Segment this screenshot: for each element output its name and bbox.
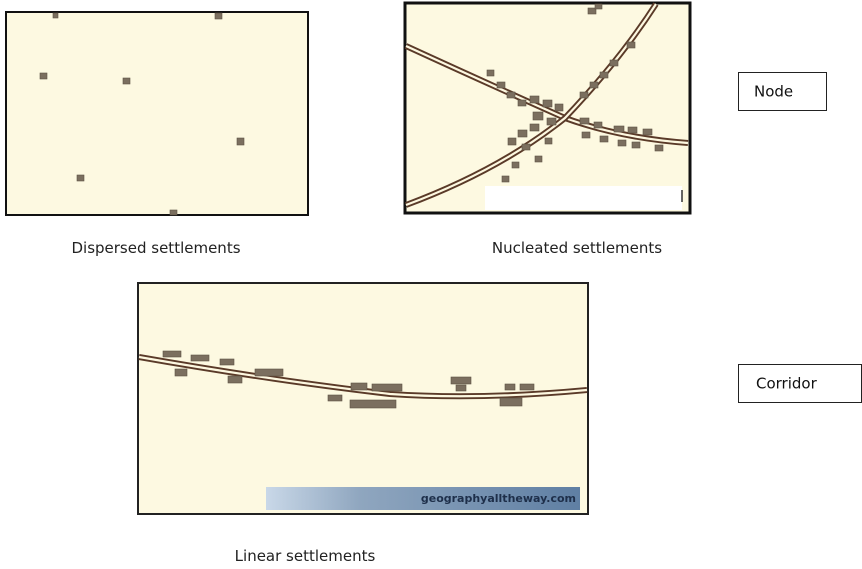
house [350,400,396,408]
house [628,127,637,133]
house [40,73,47,79]
house [543,100,552,107]
house [451,377,471,384]
house [595,4,602,9]
house [372,384,402,391]
caption: Linear settlements [235,547,376,565]
house [614,126,624,132]
nucleated-panel [405,3,690,213]
house [580,118,589,124]
house [632,142,640,148]
house [497,82,505,88]
house [518,130,527,137]
house [123,78,130,84]
house [643,129,652,135]
house [533,112,543,120]
house [600,72,608,78]
house [77,175,84,181]
house [627,42,635,48]
watermark: geographyalltheway.com [421,492,576,505]
house [53,13,58,18]
label: Node [754,83,793,101]
house [487,70,494,76]
house [545,138,552,144]
house [505,384,515,390]
house [530,124,539,131]
caption: Dispersed settlements [71,239,240,257]
house [163,351,181,357]
linear-panel: geographyalltheway.com [138,283,588,514]
house [175,369,187,376]
caption: Nucleated settlements [492,239,662,257]
house [555,104,563,111]
house [456,385,466,391]
label: Corridor [756,375,818,393]
house [530,96,539,103]
house [594,122,602,128]
house [655,145,663,151]
house [255,369,283,376]
house [500,398,522,406]
house [507,92,515,98]
house [237,138,244,145]
house [590,82,598,88]
house [618,140,626,146]
house [512,162,519,168]
house [191,355,209,361]
dispersed-panel [6,12,308,215]
house [580,92,588,98]
house [215,13,222,19]
house [535,156,542,162]
house [520,384,534,390]
house [582,132,590,138]
house [610,60,618,66]
diagram: Dispersed settlements [0,0,862,569]
house [522,144,530,150]
blank-area [485,186,682,210]
house [328,395,342,401]
house [220,359,234,365]
house [508,138,516,145]
house [170,210,177,215]
house [600,136,608,142]
house [351,383,367,390]
house [547,118,556,125]
house [228,376,242,383]
house [518,100,526,106]
house [502,176,509,182]
panel-frame [6,12,308,215]
